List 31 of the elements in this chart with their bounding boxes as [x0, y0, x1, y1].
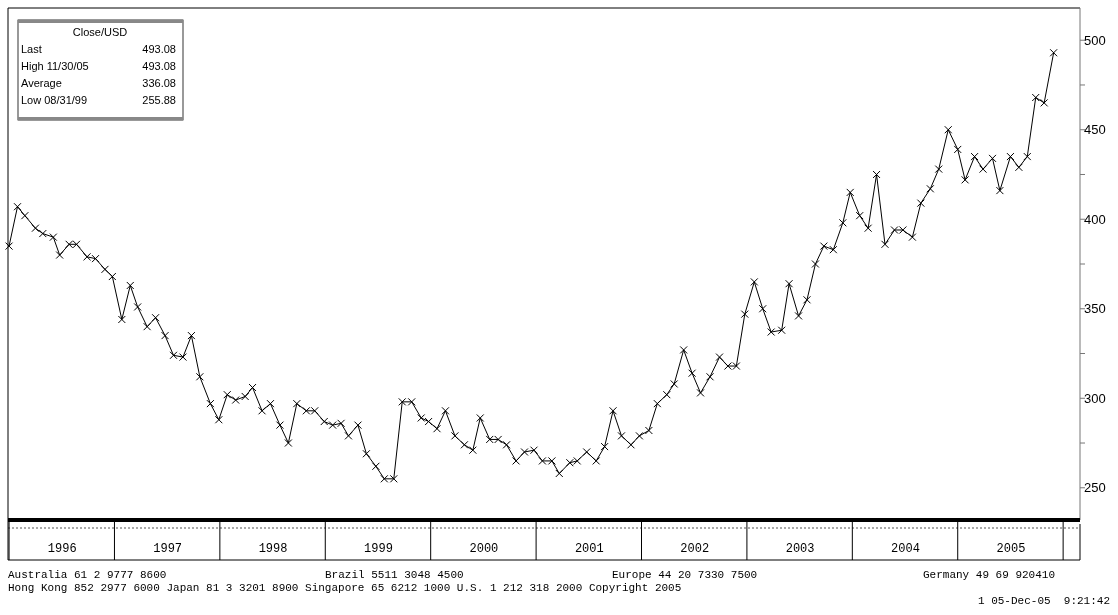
- x-tick-label: 1997: [153, 541, 183, 556]
- y-tick-label: 450: [1084, 122, 1106, 138]
- x-tick-label: 2002: [680, 541, 710, 556]
- x-tick-label: 1998: [258, 541, 288, 556]
- y-tick-label: 350: [1084, 301, 1106, 317]
- annotation: Close/USD: [72, 26, 128, 38]
- annotation: 255.88: [142, 94, 176, 106]
- x-tick-label: 2001: [574, 541, 604, 556]
- annotation: Average: [21, 77, 62, 89]
- text: Hong Kong 852 2977 6000 Japan 81 3 3201 8900 Singapore 65 6212 1000 U.S. 1 212 318 2000 Copyright 2005: [8, 582, 682, 594]
- y-tick-label: 250: [1084, 480, 1106, 496]
- text: 1 05-Dec-05 9:21:42: [977, 595, 1110, 607]
- x-tick-label: 2003: [785, 541, 815, 556]
- annotation: High 11/30/05: [21, 60, 89, 72]
- text: Australia 61 2 9777 8600: [8, 569, 167, 581]
- x-tick-label: 2000: [469, 541, 499, 556]
- x-tick-label: 2005: [996, 541, 1026, 556]
- x-tick-label: 1999: [364, 541, 393, 556]
- annotation: Low 08/31/99: [21, 94, 88, 106]
- x-tick-label: 2004: [891, 541, 920, 556]
- annotation: 493.08: [142, 43, 176, 55]
- annotation: 493.08: [142, 60, 176, 72]
- y-tick-label: 500: [1084, 32, 1106, 48]
- text: Brazil 5511 3048 4500: [325, 569, 464, 581]
- annotation: 336.08: [142, 77, 176, 89]
- text: Europe 44 20 7330 7500: [612, 569, 758, 581]
- y-tick-label: 400: [1084, 211, 1106, 227]
- x-tick-label: 1996: [47, 541, 77, 556]
- text: Germany 49 69 920410: [923, 569, 1056, 581]
- y-tick-label: 300: [1084, 390, 1106, 406]
- annotation: Last: [21, 43, 42, 55]
